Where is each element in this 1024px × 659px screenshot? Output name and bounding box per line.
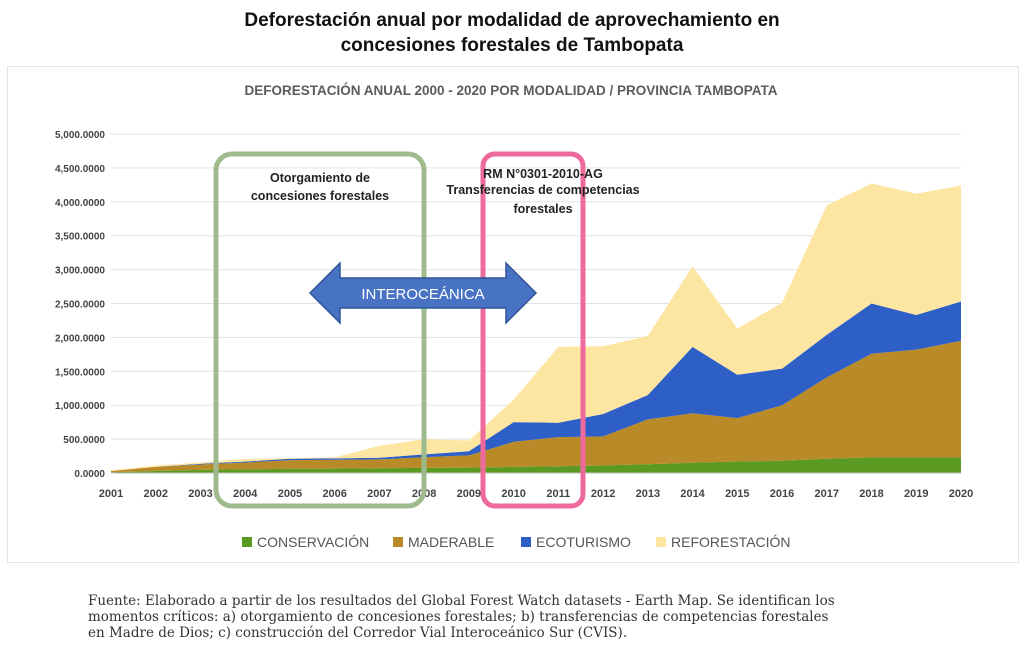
concession-grant-box	[213, 151, 427, 509]
legend-swatch	[656, 537, 666, 547]
legend-swatch	[521, 537, 531, 547]
x-tick-label: 2011	[546, 488, 570, 500]
x-tick-label: 2001	[99, 488, 123, 500]
y-tick-label: 1,000.0000	[55, 401, 105, 412]
y-tick-label: 5,000.0000	[55, 130, 105, 141]
area-ecoturismo	[111, 301, 961, 471]
source-note: Fuente: Elaborado a partir de los result…	[88, 593, 988, 641]
page-title-line-1: Deforestación anual por modalidad de apr…	[244, 10, 780, 31]
deforestation-area-chart: DEFORESTACIÓN ANUAL 2000 - 2020 POR MODA…	[55, 83, 973, 550]
area-conservacion	[111, 457, 961, 473]
arrow-label: INTEROCEÁNICA	[361, 286, 484, 303]
area-reforestacion	[111, 183, 961, 471]
x-tick-label: 2016	[770, 488, 794, 500]
y-tick-label: 1,500.0000	[55, 367, 105, 378]
box2-label-line2: Transferencias de competencias	[446, 183, 639, 197]
y-tick-label: 2,000.0000	[55, 333, 105, 344]
y-tick-label: 500.0000	[63, 435, 105, 446]
x-tick-label: 2015	[725, 488, 749, 500]
y-tick-label: 0.0000	[74, 469, 105, 480]
box2-label-line3: forestales	[513, 202, 572, 216]
x-tick-label: 2020	[949, 488, 973, 500]
y-tick-label: 3,000.0000	[55, 266, 105, 277]
x-tick-label: 2010	[501, 488, 525, 500]
source-line-2: momentos críticos: a) otorgamiento de co…	[88, 609, 829, 625]
x-tick-label: 2006	[322, 488, 346, 500]
x-tick-label: 2009	[457, 488, 481, 500]
grid-layer	[111, 133, 961, 474]
y-tick-label: 4,000.0000	[55, 198, 105, 209]
y-tick-label: 3,500.0000	[55, 232, 105, 243]
x-tick-label: 2019	[904, 488, 928, 500]
x-tick-label: 2017	[815, 488, 839, 500]
chart-title: DEFORESTACIÓN ANUAL 2000 - 2020 POR MODA…	[244, 83, 777, 98]
y-tick-labels: 0.0000 500.0000 1,000.0000 1,500.0000 2,000.…	[55, 130, 105, 480]
legend-swatch	[393, 537, 403, 547]
source-line-1: Fuente: Elaborado a partir de los result…	[88, 593, 835, 609]
page-title-line-2: concesiones forestales de Tambopata	[340, 35, 684, 56]
chart-frame: DEFORESTACIÓN ANUAL 2000 - 2020 POR MODA…	[7, 66, 1019, 563]
legend-label: ECOTURISMO	[536, 534, 631, 550]
box1-label-line1: Otorgamiento de	[270, 171, 370, 185]
y-tick-label: 2,500.0000	[55, 300, 105, 311]
area-maderable	[111, 340, 961, 473]
x-tick-label: 2013	[636, 488, 660, 500]
y-tick-label: 4,500.0000	[55, 164, 105, 175]
x-tick-label: 2014	[680, 488, 705, 500]
legend: CONSERVACIÓN MADERABLE ECOTURISMO REFORESTA…	[242, 534, 791, 550]
box2-label-line1: RM N°0301-2010-AG	[483, 167, 603, 181]
x-tick-label: 2004	[233, 488, 258, 500]
x-tick-label: 2003	[188, 488, 212, 500]
legend-label: CONSERVACIÓN	[257, 534, 369, 550]
x-tick-label: 2007	[367, 488, 391, 500]
x-tick-label: 2005	[278, 488, 302, 500]
legend-label: REFORESTACIÓN	[671, 534, 791, 550]
x-tick-label: 2018	[859, 488, 883, 500]
legend-label: MADERABLE	[408, 534, 494, 550]
interoceanica-double-arrow	[308, 261, 538, 325]
competence-transfer-box	[480, 151, 586, 509]
area-layer	[111, 183, 961, 474]
x-tick-label: 2002	[143, 488, 167, 500]
x-tick-label: 2012	[591, 488, 615, 500]
box1-label-line2: concesiones forestales	[251, 189, 389, 203]
x-tick-labels: 2001 2002 2003 2004 2005 2006 2007 2008 2009 2010…	[99, 488, 973, 500]
source-line-3: en Madre de Dios; c) construcción del Co…	[88, 625, 628, 641]
legend-swatch	[242, 537, 252, 547]
